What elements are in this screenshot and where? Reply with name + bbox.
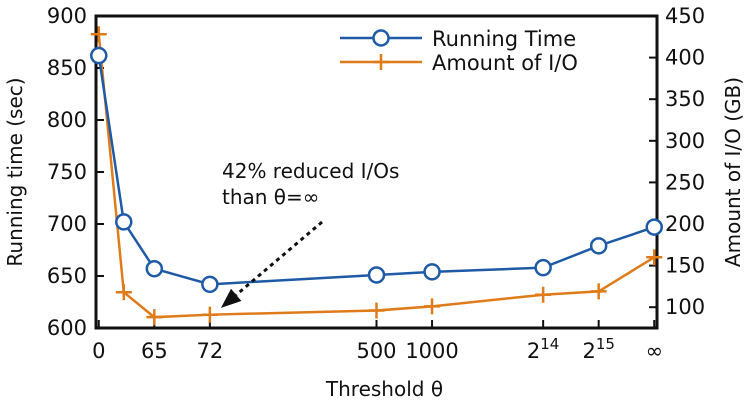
x-tick-label-base: 2 [527, 339, 540, 363]
legend-label-amount-of-io: Amount of I/O [432, 51, 578, 75]
left-y-tick-label: 800 [47, 108, 87, 132]
left-y-tick-label: 900 [47, 4, 87, 28]
right-y-axis: 100 150 200 250 300 350 400 450 [649, 4, 705, 319]
annotation-arrow-line [235, 220, 323, 297]
left-y-tick-label: 600 [47, 316, 87, 340]
data-point-running-time [145, 259, 164, 278]
x-tick-label: 215 [582, 335, 614, 363]
x-tick-label: ∞ [645, 339, 663, 363]
data-point-running-time [589, 237, 608, 255]
data-point-amount-of-i-o [424, 298, 441, 315]
annotation-line-1: 42% reduced I/Os [222, 159, 399, 183]
x-tick-label: 72 [196, 339, 223, 363]
legend-marker-amount-of-io [373, 54, 389, 70]
x-axis-title: Threshold θ [325, 377, 443, 401]
data-point-amount-of-i-o [646, 249, 663, 266]
right-y-tick-label: 100 [665, 295, 705, 319]
legend-label-running-time: Running Time [432, 27, 576, 51]
left-y-tick-label: 650 [47, 264, 87, 288]
x-tick-label: 214 [527, 335, 559, 363]
data-point-amount-of-i-o [90, 26, 107, 43]
data-point-amount-of-i-o [368, 302, 385, 319]
x-tick-label-exponent: 15 [596, 335, 615, 353]
data-point-amount-of-i-o [115, 284, 132, 301]
annotation-line-2: than θ=∞ [222, 185, 319, 209]
x-tick-label: 0 [92, 339, 105, 363]
x-axis: 0 65 72 500 1000 214 215 ∞ [92, 320, 663, 363]
right-y-tick-label: 200 [665, 212, 705, 236]
x-tick-label-base: 72 [196, 339, 223, 363]
x-tick-label-base: 500 [356, 339, 396, 363]
data-point-amount-of-i-o [535, 286, 552, 303]
right-y-tick-label: 400 [665, 46, 705, 70]
data-point-amount-of-i-o [201, 306, 218, 323]
right-y-tick-label: 300 [665, 129, 705, 153]
right-y-tick-label: 450 [665, 4, 705, 28]
legend: Running Time Amount of I/O [340, 27, 578, 75]
data-point-running-time [534, 258, 552, 277]
right-y-axis-title: Amount of I/O (GB) [721, 77, 745, 267]
data-point-running-time [367, 266, 386, 284]
data-point-running-time [115, 213, 133, 231]
left-y-tick-label: 850 [47, 56, 87, 80]
data-point-running-time [645, 218, 663, 236]
data-point-running-time [423, 263, 441, 281]
x-tick-label-base: 2 [582, 339, 595, 363]
annotation: 42% reduced I/Os than θ=∞ [220, 159, 399, 308]
left-y-tick-label: 750 [47, 160, 87, 184]
annotation-arrow-head [220, 288, 242, 308]
left-y-tick-label: 700 [47, 212, 87, 236]
data-point-amount-of-i-o [146, 309, 163, 326]
right-y-tick-label: 350 [665, 87, 705, 111]
data-point-running-time [201, 275, 219, 294]
right-y-tick-label: 250 [665, 170, 705, 194]
left-y-axis: 600 650 700 750 800 850 900 [47, 4, 104, 340]
legend-marker-running-time [372, 29, 390, 47]
data-point-running-time [90, 46, 108, 65]
series-layer [90, 26, 663, 326]
x-tick-label-base: 1000 [405, 339, 458, 363]
x-tick-label: 1000 [405, 339, 458, 363]
x-tick-label-base: 0 [92, 339, 105, 363]
right-y-tick-label: 150 [665, 254, 705, 278]
x-tick-label: 500 [356, 339, 396, 363]
data-point-amount-of-i-o [590, 283, 607, 300]
x-tick-label-base: 65 [141, 339, 168, 363]
x-tick-label-base: ∞ [645, 339, 663, 363]
x-tick-label-exponent: 14 [540, 335, 559, 353]
x-tick-label: 65 [141, 339, 168, 363]
left-y-axis-title: Running time (sec) [3, 77, 27, 266]
